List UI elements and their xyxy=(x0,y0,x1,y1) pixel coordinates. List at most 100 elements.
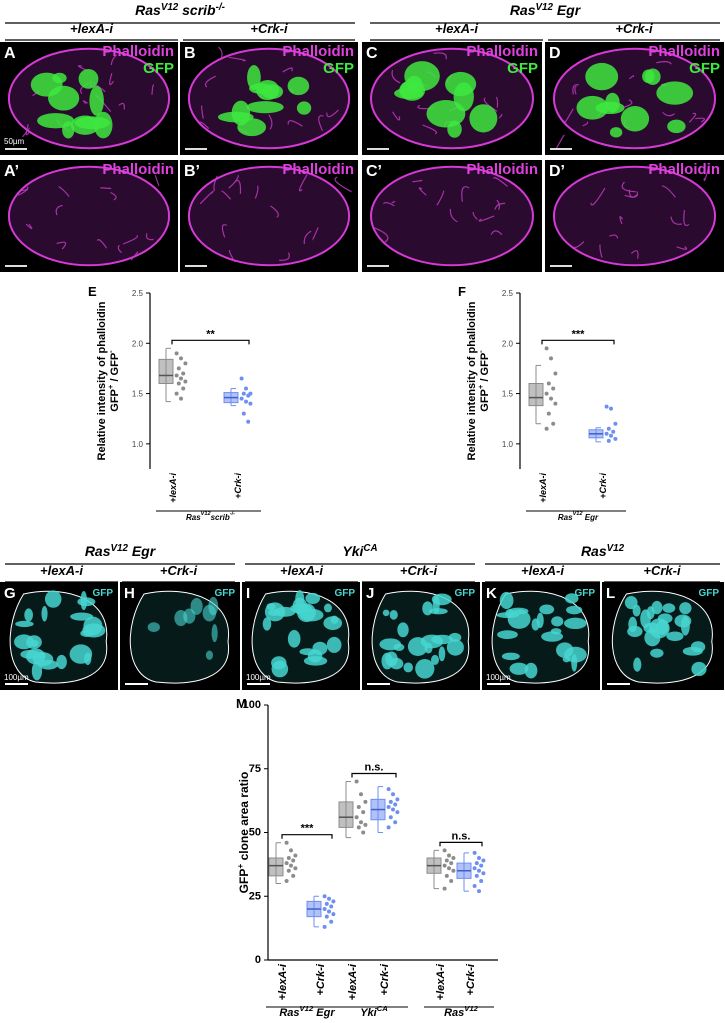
superscript: - xyxy=(106,350,115,353)
data-point xyxy=(284,878,289,883)
data-point xyxy=(322,907,327,911)
tissue-fold xyxy=(433,52,447,60)
gfp-clone xyxy=(541,631,563,642)
data-point xyxy=(174,351,179,356)
x-tick-label: +Crk-i xyxy=(598,473,608,499)
panel-letter: K xyxy=(486,585,497,602)
tissue-fold xyxy=(122,234,138,245)
tissue-fold xyxy=(279,252,290,261)
gfp-clone xyxy=(690,641,706,653)
tissue-fold xyxy=(449,208,458,223)
gfp-clone xyxy=(37,113,75,129)
data-point xyxy=(356,805,361,809)
data-point xyxy=(244,399,248,404)
data-point xyxy=(331,912,336,917)
gfp-clone xyxy=(41,605,48,622)
panel-letter: A xyxy=(4,45,16,62)
gfp-clone xyxy=(562,656,571,663)
tissue-fold xyxy=(154,175,160,187)
data-point xyxy=(474,861,479,866)
tissue-fold xyxy=(391,69,401,84)
panel-letter: F xyxy=(458,284,466,299)
panel-letter: E xyxy=(88,284,97,299)
data-point xyxy=(481,871,486,876)
gfp-clone xyxy=(501,652,520,661)
channel-label: GFP xyxy=(698,588,719,599)
tissue-fold xyxy=(624,191,639,198)
text-part: GFP xyxy=(479,389,491,412)
data-point xyxy=(183,379,188,384)
data-point xyxy=(176,366,181,371)
tissue-fold xyxy=(564,108,574,123)
tissue-fold xyxy=(624,99,633,108)
data-point xyxy=(329,904,334,909)
data-point xyxy=(327,896,331,901)
gfp-clone xyxy=(237,118,267,137)
superscript: V12 xyxy=(573,511,584,517)
tissue-fold xyxy=(58,185,70,197)
tissue-fold xyxy=(695,117,706,123)
tissue-fold xyxy=(621,181,636,193)
data-point xyxy=(544,391,549,396)
data-point xyxy=(284,840,289,845)
panel-letter: J xyxy=(366,585,374,602)
gfp-clone xyxy=(446,639,464,656)
text-part: GFP xyxy=(237,869,251,894)
condition-label: +lexA-i xyxy=(40,563,83,578)
tissue-fold xyxy=(412,179,423,183)
data-point xyxy=(551,421,556,426)
text-part: Egr xyxy=(128,543,157,559)
text-part: clone area ratio xyxy=(237,772,251,864)
data-point xyxy=(179,376,183,381)
superscript: -/- xyxy=(216,2,225,13)
scale-label: 100µm xyxy=(246,673,271,682)
gfp-clone xyxy=(403,662,413,673)
tissue-fold xyxy=(17,186,29,196)
tissue-fold xyxy=(56,241,67,250)
group-label: RasV12scrib-/- xyxy=(186,511,235,522)
gfp-clone xyxy=(422,601,433,616)
superscript: V12 xyxy=(300,1004,314,1013)
panel-letter: C’ xyxy=(366,163,382,180)
gfp-clone xyxy=(571,653,578,672)
data-point xyxy=(239,376,244,381)
data-point xyxy=(546,411,551,416)
data-point xyxy=(181,371,186,376)
gfp-clone xyxy=(287,630,301,648)
gfp-clone xyxy=(15,620,34,628)
tissue-fold xyxy=(25,124,30,136)
tissue-outline xyxy=(552,165,717,267)
data-point xyxy=(546,381,551,386)
gfp-clone xyxy=(632,604,641,617)
gfp-clone xyxy=(643,622,660,634)
gfp-clone xyxy=(262,617,272,631)
data-point xyxy=(393,802,398,807)
channel-label: Phalloidin xyxy=(466,161,538,178)
superscript: + xyxy=(476,384,485,389)
tissue-fold xyxy=(656,61,672,65)
group-label: YkiCA xyxy=(360,1004,388,1019)
y-axis-label: GFP+ clone area ratio xyxy=(235,772,251,894)
gfp-clone xyxy=(56,654,67,670)
data-point xyxy=(604,404,609,409)
tissue-fold xyxy=(383,201,395,207)
gfp-clone xyxy=(644,68,661,85)
channel-label: GFP xyxy=(689,60,720,77)
tissue-fold xyxy=(303,230,312,245)
gfp-clone xyxy=(499,591,514,609)
text-part: / GFP xyxy=(109,353,121,385)
condition-label: +Crk-i xyxy=(400,563,438,578)
gfp-clone xyxy=(662,603,676,613)
box xyxy=(268,857,284,877)
tissue-fold xyxy=(199,190,214,205)
data-point xyxy=(363,822,368,827)
channel-label: Phalloidin xyxy=(282,43,354,60)
gfp-clone xyxy=(447,120,462,138)
tissue-fold xyxy=(228,250,236,263)
data-point xyxy=(391,807,395,812)
data-point xyxy=(359,792,363,797)
tissue-fold xyxy=(117,244,123,254)
data-point xyxy=(388,815,393,820)
data-point xyxy=(286,856,291,860)
tissue-fold xyxy=(590,187,606,206)
